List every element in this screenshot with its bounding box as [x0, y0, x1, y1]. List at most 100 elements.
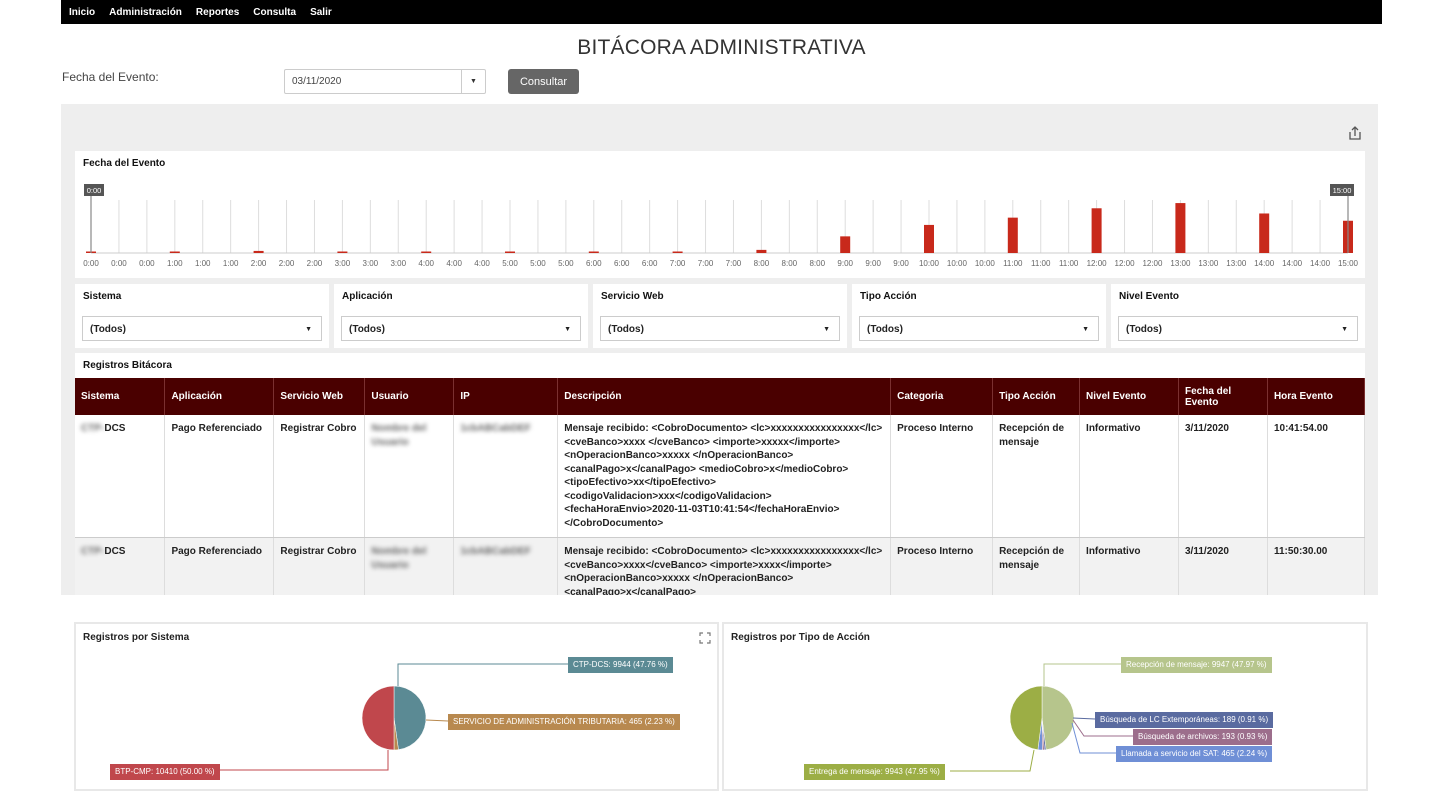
- nav-consulta[interactable]: Consulta: [253, 6, 297, 18]
- filter-label: Aplicación: [342, 291, 393, 302]
- column-header[interactable]: Usuario: [364, 378, 455, 415]
- tick-label: 8:00: [782, 259, 798, 268]
- timeline-bar: [421, 251, 432, 253]
- timeline-bar: [756, 249, 767, 253]
- cell-tipo-accion: Recepción de mensaje: [992, 537, 1081, 595]
- tick-label: 9:00: [865, 259, 881, 268]
- chevron-down-icon: ▼: [1082, 326, 1089, 333]
- pie-label: Búsqueda de LC Extemporáneas: 189 (0.91 …: [1095, 712, 1274, 728]
- tick-label: 9:00: [837, 259, 853, 268]
- chevron-down-icon: ▼: [564, 326, 571, 333]
- cell-hora: 11:50:30.00: [1267, 537, 1366, 595]
- pie-tipo-accion-chart[interactable]: [724, 624, 1366, 789]
- dashboard-area: Fecha del Evento 0:00 0:00 0:00 1:00 1:00 1:0…: [61, 104, 1378, 595]
- sistema-value: DCS: [104, 423, 126, 434]
- column-header[interactable]: Sistema: [75, 378, 166, 415]
- cell-ip: 1cbABCabDEF: [453, 415, 559, 538]
- tick-label: 4:00: [446, 259, 462, 268]
- pie-sistema-chart[interactable]: [76, 624, 717, 789]
- tick-label: 5:00: [530, 259, 546, 268]
- column-header[interactable]: Fecha del Evento: [1178, 378, 1268, 415]
- aplicacion-select[interactable]: (Todos) ▼: [341, 316, 581, 341]
- cell-servicio-web: Registrar Cobro: [273, 537, 366, 595]
- registros-title: Registros Bitácora: [83, 360, 172, 371]
- leader-line: [188, 750, 389, 771]
- tick-label: 2:00: [307, 259, 323, 268]
- redacted-prefix: CTP-: [81, 423, 105, 434]
- pie-sistema-panel: Registros por Sistema CTP-DCS: 9944 (47.…: [74, 622, 719, 791]
- pie-slice: [393, 685, 427, 750]
- tick-label: 7:00: [698, 259, 714, 268]
- column-header[interactable]: IP: [453, 378, 559, 415]
- cell-descripcion: Mensaje recibido: <CobroDocumento> <lc>x…: [557, 537, 892, 595]
- column-header[interactable]: Hora Evento: [1267, 378, 1366, 415]
- timeline-bar: [1007, 217, 1018, 253]
- servicio-web-select[interactable]: (Todos) ▼: [600, 316, 840, 341]
- chevron-down-icon: ▼: [305, 326, 312, 333]
- tick-label: 15:00: [1338, 259, 1359, 268]
- column-header[interactable]: Descripción: [557, 378, 892, 415]
- filter-nivel-evento: Nivel Evento (Todos) ▼: [1111, 284, 1365, 348]
- table-header-row: Sistema Aplicación Servicio Web Usuario …: [75, 378, 1366, 415]
- tick-label: 6:00: [642, 259, 658, 268]
- tipo-accion-select[interactable]: (Todos) ▼: [859, 316, 1099, 341]
- filter-aplicacion: Aplicación (Todos) ▼: [334, 284, 588, 348]
- nav-administracion[interactable]: Administración: [109, 6, 182, 18]
- pie-slice: [1041, 685, 1075, 751]
- tick-label: 13:00: [1226, 259, 1247, 268]
- top-navigation: Inicio Administración Reportes Consulta …: [61, 0, 1382, 24]
- redacted-prefix: CTP-: [81, 546, 105, 557]
- tick-label: 1:00: [195, 259, 211, 268]
- leader-line: [397, 663, 568, 686]
- tick-label: 12:00: [1087, 259, 1108, 268]
- column-header[interactable]: Aplicación: [164, 378, 275, 415]
- nav-inicio[interactable]: Inicio: [69, 6, 96, 18]
- cell-categoria: Proceso Interno: [890, 415, 994, 538]
- filter-label: Sistema: [83, 291, 122, 302]
- tick-label: 14:00: [1310, 259, 1331, 268]
- tick-label: 10:00: [975, 259, 996, 268]
- nav-reportes[interactable]: Reportes: [195, 6, 240, 18]
- date-picker[interactable]: 03/11/2020 ▼: [284, 69, 486, 94]
- timeline-chart[interactable]: 0:00 0:00 0:00 1:00 1:00 1:00 2:00 2:00 2:00 3:00…: [75, 151, 1365, 278]
- cell-hora: 10:41:54.00: [1267, 415, 1366, 538]
- column-header[interactable]: Servicio Web: [273, 378, 366, 415]
- table-row[interactable]: CTP-DCS Pago Referenciado Registrar Cobr…: [75, 537, 1366, 595]
- filter-tipo-accion: Tipo Acción (Todos) ▼: [852, 284, 1106, 348]
- table-row[interactable]: CTP-DCS Pago Referenciado Registrar Cobr…: [75, 415, 1366, 538]
- tick-label: 5:00: [558, 259, 574, 268]
- column-header[interactable]: Nivel Evento: [1079, 378, 1179, 415]
- chevron-down-icon[interactable]: ▼: [461, 70, 485, 93]
- cell-usuario: Nombre del Usuario: [364, 537, 455, 595]
- pie-slice: [1009, 685, 1043, 751]
- pie-label: BTP-CMP: 10410 (50.00 %): [110, 764, 220, 780]
- column-header[interactable]: Categoria: [890, 378, 994, 415]
- tick-label: 8:00: [809, 259, 825, 268]
- tick-label: 13:00: [1170, 259, 1191, 268]
- expand-icon[interactable]: [699, 632, 711, 644]
- registros-panel: Registros Bitácora Sistema Aplicación Se…: [75, 353, 1366, 595]
- select-value: (Todos): [90, 324, 126, 335]
- registros-table: Sistema Aplicación Servicio Web Usuario …: [75, 378, 1366, 595]
- pie-slice: [361, 685, 395, 751]
- redacted-usuario: Nombre del Usuario: [371, 546, 427, 571]
- consultar-button[interactable]: Consultar: [508, 69, 579, 94]
- chevron-down-icon: ▼: [823, 326, 830, 333]
- date-picker-value[interactable]: 03/11/2020: [292, 76, 342, 87]
- leader-line: [950, 749, 1035, 772]
- cell-categoria: Proceso Interno: [890, 537, 994, 595]
- nivel-evento-select[interactable]: (Todos) ▼: [1118, 316, 1358, 341]
- redacted-ip: 1cbABCabDEF: [460, 423, 531, 434]
- share-icon[interactable]: [1348, 125, 1362, 141]
- cell-aplicacion: Pago Referenciado: [164, 415, 275, 538]
- sistema-select[interactable]: (Todos) ▼: [82, 316, 322, 341]
- column-header[interactable]: Tipo Acción: [992, 378, 1081, 415]
- select-value: (Todos): [608, 324, 644, 335]
- filter-sistema: Sistema (Todos) ▼: [75, 284, 329, 348]
- tick-label: 5:00: [502, 259, 518, 268]
- tick-label: 0:00: [111, 259, 127, 268]
- range-end-label: 15:00: [1333, 186, 1352, 195]
- nav-salir[interactable]: Salir: [310, 6, 332, 18]
- select-value: (Todos): [867, 324, 903, 335]
- cell-fecha: 3/11/2020: [1178, 537, 1268, 595]
